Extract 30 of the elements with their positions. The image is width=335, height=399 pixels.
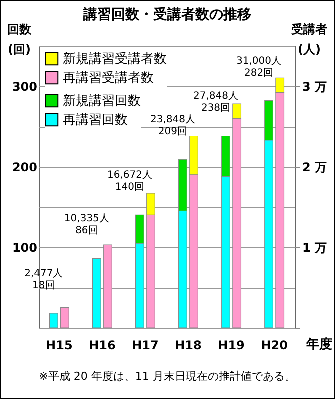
annotation: 27,848人 238回 bbox=[194, 91, 239, 114]
legend-label: 再講習受講者数 bbox=[63, 71, 154, 86]
y-axis-title: 回数 (回) bbox=[8, 22, 32, 56]
x-tick-label: H16 bbox=[89, 338, 116, 352]
x-axis-title: 年度 bbox=[306, 336, 332, 352]
x-tick-label: H20 bbox=[261, 338, 288, 352]
legend-label: 新規講習受講者数 bbox=[63, 52, 167, 67]
x-tick-label: H19 bbox=[218, 338, 245, 352]
bar bbox=[104, 244, 112, 328]
bar bbox=[60, 308, 70, 328]
y-tick-label: 100 bbox=[12, 240, 38, 255]
chart-title: 講習回数・受講者数の推移 bbox=[82, 6, 252, 24]
x-tick-label: H17 bbox=[132, 338, 159, 352]
annotation: 23,848人 209回 bbox=[150, 114, 196, 138]
bar bbox=[92, 258, 102, 328]
y-tick-label: 300 bbox=[12, 80, 38, 94]
legend-label: 再講習回数 bbox=[63, 113, 128, 128]
x-tick-label: H15 bbox=[46, 338, 73, 352]
legend-label: 新規講習回数 bbox=[63, 94, 141, 109]
y2-tick-label: 1 万 bbox=[302, 240, 328, 255]
text: ※平成 20 年度は、11 月末日現在の推計値である。 bbox=[38, 369, 297, 384]
y2-axis-title: 受講者 (人) bbox=[290, 22, 328, 56]
y-tick-label: 200 bbox=[12, 160, 38, 174]
annotation: 16,672人 140回 bbox=[107, 170, 152, 194]
y2-tick-label: 3 万 bbox=[302, 80, 328, 94]
y2-tick-label: 2 万 bbox=[302, 160, 328, 174]
annotation: 10,335人 86回 bbox=[64, 214, 110, 237]
bar bbox=[49, 313, 58, 328]
x-tick-label: H18 bbox=[175, 338, 202, 352]
annotation: 31,000人 282回 bbox=[236, 56, 282, 79]
